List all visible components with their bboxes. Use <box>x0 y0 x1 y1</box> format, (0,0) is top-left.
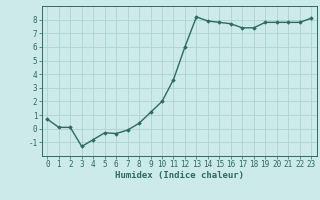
X-axis label: Humidex (Indice chaleur): Humidex (Indice chaleur) <box>115 171 244 180</box>
